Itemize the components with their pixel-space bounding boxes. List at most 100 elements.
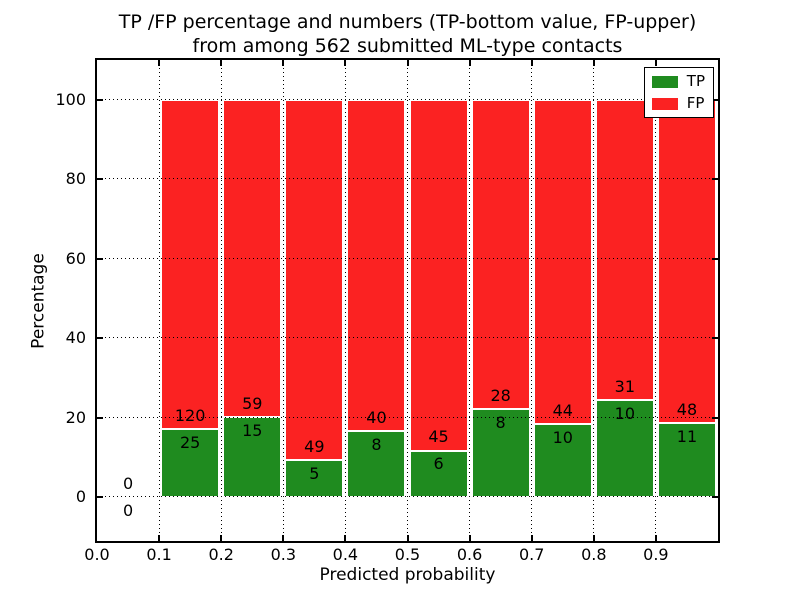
x-tick-mark	[530, 535, 533, 541]
y-tick-label: 0	[75, 487, 86, 507]
y-tick-mark-right	[712, 496, 718, 499]
chart-title-line1: TP /FP percentage and numbers (TP-bottom…	[118, 11, 697, 33]
x-tick-label: 0.6	[456, 545, 483, 564]
x-tick-mark-top	[592, 60, 595, 66]
x-tick-label: 0.4	[332, 545, 359, 564]
y-tick-mark	[97, 178, 103, 181]
fp-bar-segment	[533, 99, 592, 424]
legend-entry: FP	[651, 94, 705, 112]
h-gridline	[97, 178, 718, 180]
x-tick-mark-top	[530, 60, 533, 66]
y-tick-mark	[97, 496, 103, 499]
x-tick-label: 0.8	[581, 545, 607, 564]
x-tick-mark	[654, 535, 657, 541]
v-gridline	[344, 60, 346, 541]
h-gridline	[97, 416, 718, 418]
v-gridline	[220, 60, 222, 541]
chart-title-line2: from among 562 submitted ML-type contact…	[192, 35, 623, 57]
tp-bar-segment	[285, 460, 344, 498]
plot-area: 0 0 120 25 59 15 49 5 40 8 45 6 28 8 44 10 31 10 48 11 TP FP	[95, 58, 720, 543]
x-tick-label: 0.2	[208, 545, 234, 564]
v-gridline	[469, 60, 471, 541]
legend-label: TP	[686, 72, 705, 90]
tp-bar-segment	[161, 428, 220, 498]
x-tick-label: 0.9	[643, 545, 669, 564]
fp-count-label: 45	[428, 427, 449, 447]
tp-count-label: 11	[676, 427, 698, 447]
fp-bar-segment	[409, 99, 468, 451]
x-tick-mark-top	[344, 60, 347, 66]
y-tick-mark-right	[712, 416, 718, 419]
h-gridline	[97, 98, 718, 100]
x-tick-mark-top	[654, 60, 657, 66]
fp-bar-segment	[471, 99, 530, 409]
x-tick-mark	[468, 535, 471, 541]
y-tick-mark-right	[712, 98, 718, 101]
h-gridline	[97, 257, 718, 259]
y-tick-label: 100	[55, 89, 86, 109]
x-tick-mark	[282, 535, 285, 541]
tp-count-label: 8	[495, 412, 506, 432]
tp-count-label: 5	[309, 464, 320, 484]
fp-count-label: 28	[490, 385, 511, 405]
v-gridline	[282, 60, 284, 541]
y-tick-mark-right	[712, 257, 718, 260]
y-axis-label: Percentage	[28, 253, 49, 349]
v-gridline	[407, 60, 408, 541]
fp-bar-segment	[595, 99, 654, 401]
x-tick-mark	[592, 535, 595, 541]
h-gridline	[97, 496, 718, 498]
x-tick-mark	[158, 535, 161, 541]
tp-count-label: 10	[552, 427, 573, 447]
y-tick-mark	[97, 257, 103, 260]
y-tick-mark	[97, 98, 103, 101]
v-gridline	[655, 60, 657, 541]
y-tick-mark	[97, 416, 103, 419]
fp-bar-segment	[347, 99, 406, 432]
x-tick-label: 0.1	[146, 545, 172, 564]
legend-label: FP	[686, 94, 705, 112]
y-tick-mark	[97, 337, 103, 340]
x-tick-mark	[344, 535, 347, 541]
fp-count-label: 31	[614, 377, 636, 397]
fp-count-label: 0	[122, 474, 134, 494]
tp-count-label: 10	[614, 404, 636, 424]
x-tick-mark	[406, 535, 409, 541]
legend-entry: TP	[651, 72, 705, 90]
fp-bar-segment	[161, 99, 220, 429]
tp-count-label: 8	[371, 434, 382, 454]
x-tick-mark-top	[158, 60, 161, 66]
tp-count-label: 15	[242, 420, 263, 440]
fp-legend-swatch-icon	[651, 97, 678, 110]
fp-count-label: 44	[552, 400, 573, 420]
x-tick-label: 0.7	[518, 545, 545, 564]
v-gridline	[593, 60, 595, 541]
y-tick-label: 20	[65, 407, 86, 427]
h-gridline	[97, 337, 718, 339]
y-tick-mark-right	[712, 337, 718, 340]
fp-count-label: 49	[304, 437, 325, 457]
plot-inner: 0 0 120 25 59 15 49 5 40 8 45 6 28 8 44 10 31 10 48 11	[97, 60, 718, 541]
tp-bar-segment	[409, 450, 468, 498]
fp-count-label: 120	[174, 405, 206, 425]
y-tick-label: 40	[65, 328, 86, 348]
x-tick-mark-top	[406, 60, 409, 66]
tp-count-label: 0	[122, 501, 134, 521]
tp-bar-segment	[533, 423, 592, 498]
tp-count-label: 6	[433, 454, 444, 474]
x-tick-label: 0.3	[270, 545, 297, 564]
tp-bar-segment	[657, 423, 716, 498]
x-tick-mark-top	[220, 60, 223, 66]
x-tick-mark-top	[468, 60, 471, 66]
fp-count-label: 40	[366, 407, 387, 427]
y-tick-label: 80	[65, 169, 86, 189]
y-tick-mark-right	[712, 178, 718, 181]
x-tick-label: 0.5	[394, 545, 421, 564]
y-tick-label: 60	[65, 248, 86, 268]
fp-bar-segment	[657, 99, 716, 424]
x-tick-mark-top	[282, 60, 285, 66]
tp-count-label: 25	[179, 432, 201, 452]
fp-count-label: 59	[242, 393, 263, 413]
tp-bar-segment	[223, 416, 282, 498]
